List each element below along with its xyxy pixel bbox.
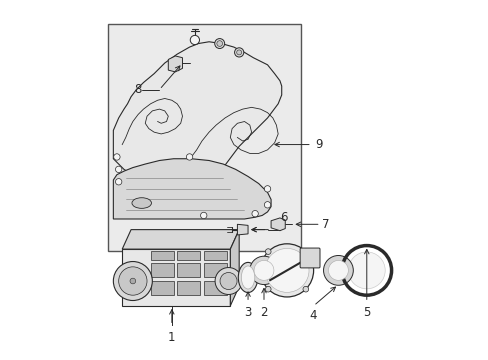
Ellipse shape [132, 198, 151, 208]
Text: 3: 3 [244, 306, 251, 319]
Circle shape [249, 256, 278, 284]
Circle shape [186, 154, 192, 160]
Circle shape [254, 260, 273, 280]
Bar [108, 24, 301, 251]
Circle shape [323, 256, 353, 285]
Bar [203, 281, 226, 295]
Bar [203, 251, 226, 260]
Bar [150, 251, 173, 260]
Circle shape [347, 252, 385, 289]
Bar [150, 281, 173, 295]
Circle shape [115, 179, 122, 185]
Ellipse shape [241, 266, 254, 289]
Circle shape [303, 249, 308, 255]
Circle shape [216, 41, 222, 46]
FancyBboxPatch shape [300, 248, 319, 268]
Polygon shape [122, 230, 239, 249]
Ellipse shape [238, 262, 257, 293]
Polygon shape [168, 56, 182, 72]
Circle shape [113, 261, 152, 301]
Polygon shape [230, 230, 239, 306]
Circle shape [115, 166, 122, 172]
Circle shape [265, 249, 270, 255]
Polygon shape [113, 42, 281, 185]
Polygon shape [122, 249, 230, 306]
Circle shape [130, 278, 135, 284]
Circle shape [190, 35, 199, 45]
Circle shape [220, 273, 237, 289]
Circle shape [264, 186, 270, 192]
Circle shape [328, 260, 347, 280]
Circle shape [114, 154, 120, 160]
Text: 8: 8 [134, 83, 142, 96]
Circle shape [264, 202, 270, 208]
Circle shape [236, 50, 241, 55]
Text: 1: 1 [168, 330, 175, 344]
Circle shape [260, 244, 313, 297]
Text: 9: 9 [315, 138, 322, 151]
Bar [177, 251, 200, 260]
Circle shape [264, 248, 308, 292]
Circle shape [303, 286, 308, 292]
Circle shape [215, 267, 242, 294]
Circle shape [265, 286, 270, 292]
Polygon shape [113, 159, 270, 219]
Circle shape [251, 211, 258, 217]
Bar [177, 281, 200, 295]
Bar [177, 263, 200, 278]
Circle shape [200, 212, 206, 219]
Circle shape [119, 267, 147, 295]
Text: 6: 6 [279, 211, 287, 224]
Text: 7: 7 [322, 218, 329, 231]
Bar [203, 263, 226, 278]
Polygon shape [270, 218, 285, 231]
Circle shape [234, 48, 244, 57]
Polygon shape [237, 224, 247, 235]
Bar [150, 263, 173, 278]
Text: 2: 2 [260, 306, 267, 319]
Text: 4: 4 [309, 309, 317, 322]
Circle shape [214, 39, 224, 49]
Text: 5: 5 [363, 306, 370, 319]
